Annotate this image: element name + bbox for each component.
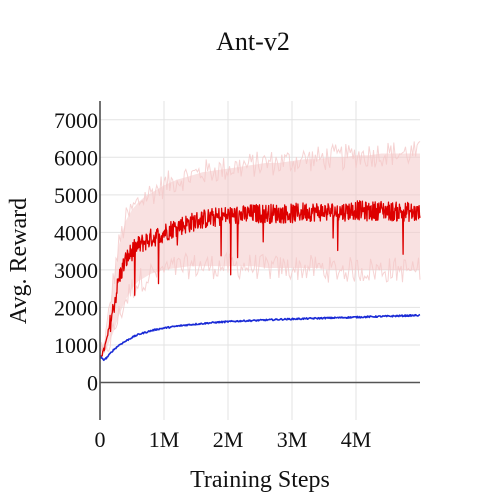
y-tick-label-6: 6000 <box>54 145 98 170</box>
x-tick-label-1: 1M <box>149 427 180 452</box>
y-tick-label-2: 2000 <box>54 295 98 320</box>
y-tick-label-3: 3000 <box>54 258 98 283</box>
series-0-line <box>99 200 421 358</box>
chart-title: Ant-v2 <box>216 27 290 56</box>
series-0-band <box>100 153 420 357</box>
x-tick-label-3: 3M <box>277 427 308 452</box>
series-1-line <box>99 313 421 362</box>
y-tick-label-7: 7000 <box>54 108 98 133</box>
x-axis-label: Training Steps <box>190 467 330 493</box>
series-0-band-lower-edge <box>99 251 421 362</box>
x-tick-label-0: 0 <box>95 427 106 452</box>
y-tick-label-5: 5000 <box>54 183 98 208</box>
axis-layer <box>99 101 420 420</box>
series-0-band-upper-edge <box>99 141 421 354</box>
y-axis-label: Avg. Reward <box>6 198 32 324</box>
x-tick-label-4: 4M <box>341 427 372 452</box>
band-layer <box>99 141 421 362</box>
y-tick-label-1: 1000 <box>54 333 98 358</box>
y-tick-label-0: 0 <box>87 370 98 395</box>
x-tick-label-2: 2M <box>213 427 244 452</box>
y-tick-label-4: 4000 <box>54 220 98 245</box>
tick-layer: 0 1000 2000 3000 4000 5000 6000 7000 0 1M 2M 3M 4M <box>54 108 371 452</box>
series-layer <box>99 200 421 362</box>
